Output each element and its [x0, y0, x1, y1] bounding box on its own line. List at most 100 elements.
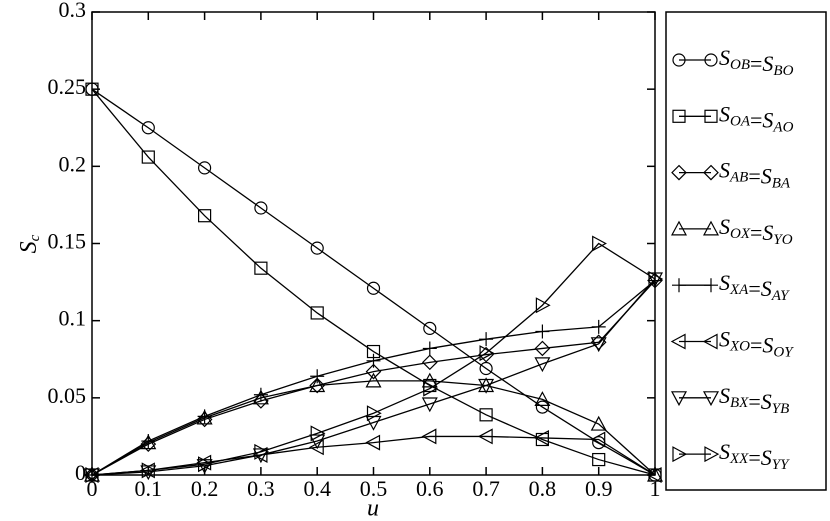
data-point — [252, 448, 269, 464]
data-point — [140, 436, 157, 452]
x-tick-label: 0.6 — [416, 476, 444, 501]
data-point — [83, 468, 101, 484]
series-line — [91, 435, 656, 476]
data-point — [254, 443, 270, 460]
data-point — [648, 270, 664, 288]
data-point — [141, 121, 155, 135]
data-point — [308, 439, 324, 456]
data-point — [141, 150, 155, 164]
data-point — [535, 400, 550, 414]
data-point — [590, 431, 606, 448]
data-point — [252, 389, 269, 405]
y-tick-label: 0.2 — [59, 151, 87, 176]
legend-marker — [704, 446, 720, 463]
data-point — [479, 361, 493, 376]
legend-frame — [665, 11, 827, 491]
legend-label: SXO=SOY — [719, 327, 794, 361]
legend-marker — [672, 53, 686, 67]
data-point — [310, 425, 326, 442]
x-tick-label: 0.3 — [247, 476, 275, 501]
data-point — [197, 409, 212, 424]
series-line — [91, 242, 656, 476]
y-tick-label: 0 — [75, 460, 86, 485]
legend-marker — [670, 220, 688, 236]
data-point — [646, 272, 664, 288]
series-line — [91, 280, 656, 476]
legend-marker — [702, 333, 718, 350]
data-point — [479, 408, 493, 422]
data-point — [198, 161, 212, 175]
data-point — [309, 377, 326, 393]
data-point — [254, 261, 268, 275]
x-tick-label: 0.5 — [360, 476, 388, 501]
legend-label: SAB=SBA — [719, 158, 791, 192]
data-point — [365, 372, 382, 388]
legend-marker — [702, 391, 720, 407]
y-tick-label: 0.25 — [48, 74, 87, 99]
legend-label: SBX=SYB — [719, 383, 789, 417]
y-axis-label: Sc — [16, 234, 44, 253]
data-point — [310, 306, 324, 320]
data-point — [366, 405, 382, 422]
data-point — [535, 324, 550, 339]
data-point — [196, 411, 213, 428]
data-point — [140, 434, 157, 450]
data-point — [421, 397, 438, 413]
data-point — [535, 297, 551, 314]
data-point — [421, 372, 438, 388]
data-point — [592, 235, 607, 252]
y-tick-label: 0.3 — [59, 0, 87, 22]
legend-marker — [672, 278, 686, 293]
data-point — [591, 319, 606, 334]
data-point — [366, 353, 381, 368]
data-point — [423, 380, 439, 397]
data-point — [198, 209, 212, 223]
data-point — [365, 434, 381, 451]
x-tick-label: 0.4 — [303, 476, 331, 501]
data-point — [309, 377, 326, 394]
data-point — [421, 354, 438, 371]
legend-marker — [670, 391, 688, 407]
data-point — [254, 201, 268, 215]
data-point — [534, 340, 551, 357]
x-tick-label: 0 — [87, 476, 98, 501]
legend-marker — [672, 446, 688, 463]
data-point — [423, 321, 437, 335]
data-point — [198, 456, 213, 473]
x-tick-label: 0.8 — [529, 476, 557, 501]
data-point — [477, 428, 493, 445]
data-point — [534, 429, 550, 446]
x-tick-label: 1 — [650, 476, 661, 501]
data-point — [534, 357, 551, 373]
x-tick-label: 0.2 — [191, 476, 219, 501]
legend-marker — [702, 220, 720, 236]
legend-marker — [670, 333, 686, 350]
plot-frame — [91, 11, 656, 476]
legend-label: SXX=SYY — [719, 439, 790, 473]
data-point — [479, 345, 495, 362]
legend-marker — [672, 109, 686, 123]
data-point — [646, 466, 664, 482]
legend-marker — [704, 109, 718, 123]
y-tick-label: 0.05 — [48, 383, 87, 408]
x-tick-label: 0.9 — [585, 476, 613, 501]
legend-marker — [703, 164, 719, 181]
data-point — [592, 452, 606, 467]
data-point — [309, 434, 326, 450]
data-point — [366, 281, 381, 295]
legend-marker — [704, 278, 718, 293]
series-line — [91, 278, 656, 476]
legend-marker — [704, 53, 718, 67]
data-point — [253, 387, 268, 402]
data-point — [85, 466, 101, 484]
legend-label: SXA=SAY — [719, 270, 790, 304]
series-line — [91, 380, 656, 476]
data-point — [421, 428, 437, 445]
data-point — [590, 334, 607, 351]
data-point — [590, 337, 607, 353]
data-point — [365, 363, 382, 380]
data-point — [646, 466, 662, 484]
y-tick-label: 0.1 — [59, 306, 87, 331]
